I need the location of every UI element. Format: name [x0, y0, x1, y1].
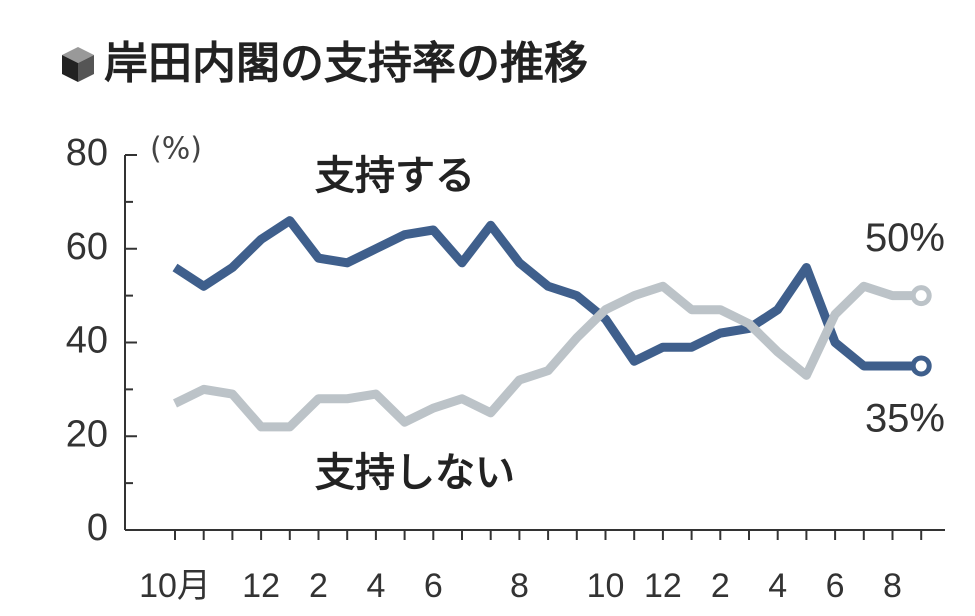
x-tick-label: 12 [644, 567, 682, 605]
y-tick-label: 0 [87, 507, 108, 549]
end-marker [910, 355, 932, 377]
value-label: 35% [865, 397, 945, 441]
x-tick-label: 6 [826, 567, 845, 605]
y-unit: (%) [150, 132, 202, 167]
x-tick-label: 8 [883, 567, 902, 605]
x-tick-label: 2 [711, 567, 730, 605]
x-tick-label: 12 [242, 567, 280, 605]
x-tick-label: 6 [424, 567, 443, 605]
series-label: 支持する [315, 153, 475, 199]
y-tick-label: 80 [66, 132, 108, 174]
y-tick-label: 40 [66, 320, 108, 362]
y-tick-label: 60 [66, 226, 108, 268]
series-line [172, 216, 922, 371]
series-line [173, 281, 922, 432]
value-label: 50% [865, 216, 945, 260]
x-tick-label: 10 [587, 567, 625, 605]
x-tick-label: 10月 [139, 567, 211, 605]
x-tick-label: 4 [768, 567, 787, 605]
chart-title: 岸田内閣の支持率の推移 [104, 38, 588, 89]
x-tick-label: 4 [366, 567, 385, 605]
y-tick-label: 20 [66, 413, 108, 455]
x-tick-label: 8 [510, 567, 529, 605]
x-tick-label: 2 [309, 567, 328, 605]
title-icon [62, 47, 94, 82]
series-label: 支持しない [315, 450, 515, 496]
end-marker [910, 285, 932, 307]
